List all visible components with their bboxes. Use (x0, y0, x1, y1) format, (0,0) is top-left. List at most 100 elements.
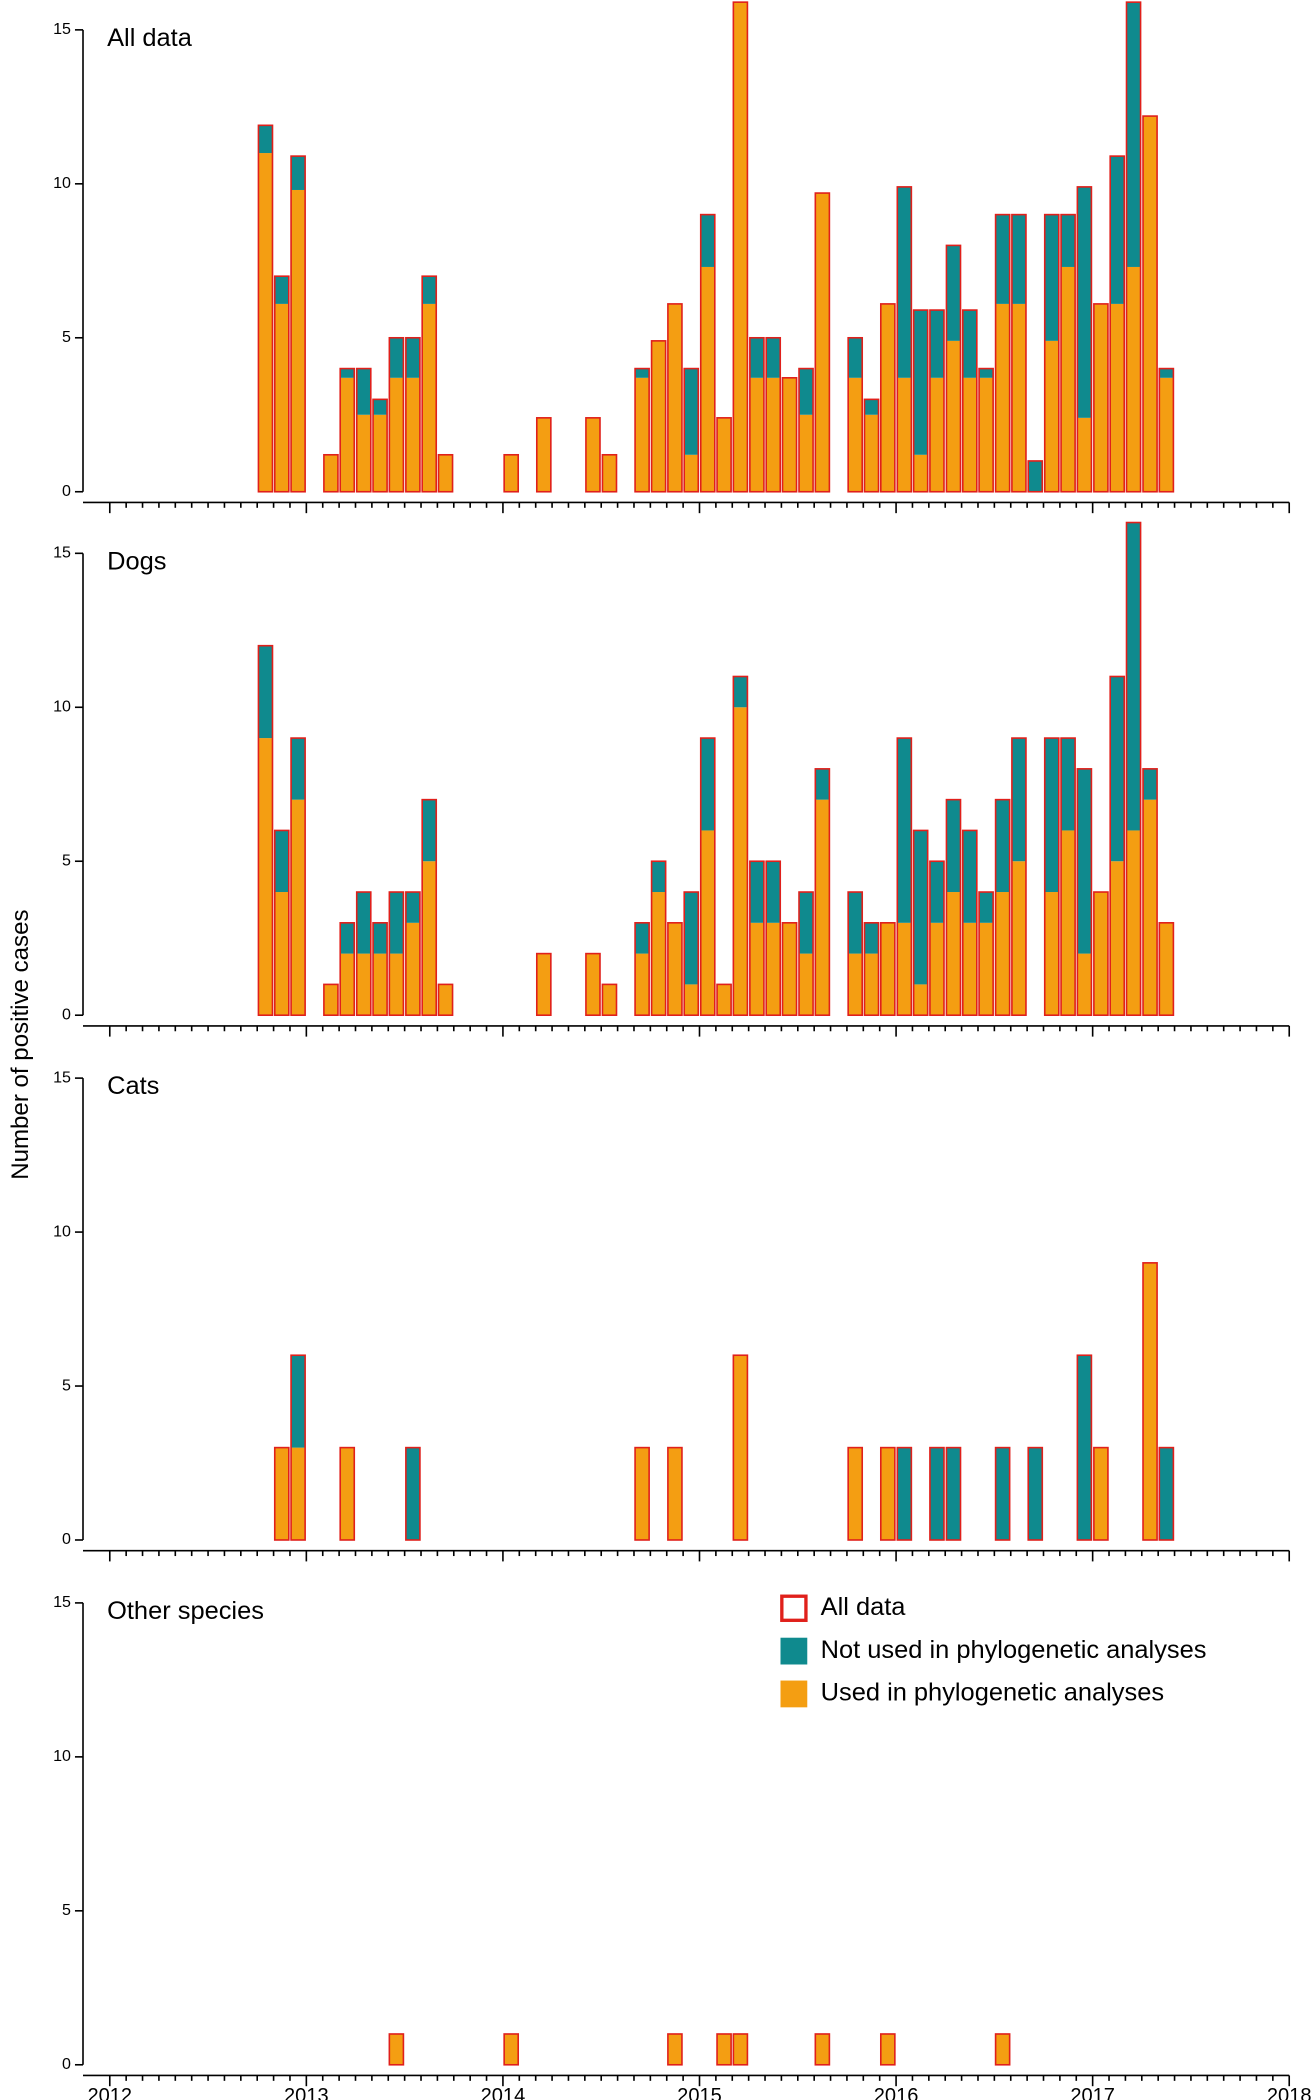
bar-segment (422, 799, 437, 862)
bar-outline (1011, 737, 1027, 1016)
bar-segment (848, 1447, 863, 1540)
bar-segment (373, 922, 388, 954)
bar-segment (913, 830, 928, 985)
bar-segment (291, 189, 306, 492)
bar-segment (1126, 522, 1141, 831)
bar-segment (389, 2033, 404, 2065)
bar-outline (814, 192, 831, 493)
bar-segment (995, 214, 1010, 304)
bar-segment (962, 310, 977, 378)
bar-segment (995, 892, 1010, 1016)
bar-segment (422, 303, 437, 492)
bar-segment (979, 922, 994, 1016)
bar-segment (405, 337, 420, 378)
bar-segment (717, 984, 732, 1016)
bar-outline (437, 453, 454, 493)
y-tick-label: 5 (62, 328, 71, 346)
bar-segment (1077, 768, 1092, 954)
bar-outline (634, 367, 650, 493)
bar-segment (815, 768, 830, 800)
bar-segment (995, 1447, 1010, 1540)
y-tick-label: 0 (62, 1005, 71, 1023)
bar-segment (749, 337, 764, 378)
bar-outline (765, 336, 782, 493)
bar-segment (684, 454, 699, 492)
x-tick-label: 2012 (87, 2085, 132, 2100)
bar-outline (601, 453, 618, 493)
bar-segment (602, 984, 617, 1016)
bar-segment (815, 2033, 830, 2065)
y-tick-label: 15 (53, 1593, 71, 1611)
bar-segment (585, 417, 600, 492)
bar-outline (912, 309, 929, 493)
y-tick-label: 0 (62, 482, 71, 500)
bar-outline (716, 2033, 732, 2066)
bar-segment (897, 738, 912, 923)
bar-outline (585, 417, 601, 493)
bar-segment (929, 922, 944, 1016)
bar-segment (1028, 460, 1043, 492)
bar-segment (356, 892, 371, 954)
bar-segment (749, 922, 764, 1016)
legend-swatch (780, 1680, 808, 1708)
bar-segment (766, 861, 781, 923)
bar-segment (864, 414, 879, 492)
bar-segment (291, 1447, 306, 1540)
bar-outline (781, 922, 798, 1016)
bar-segment (373, 414, 388, 492)
bar-segment (1077, 1355, 1092, 1540)
bar-outline (814, 768, 831, 1016)
legend-label: Used in phylogenetic analyses (821, 1679, 1164, 1707)
bar-outline (405, 891, 421, 1016)
bar-segment (504, 454, 519, 492)
bar-segment (1028, 1447, 1043, 1540)
bar-segment (733, 2033, 748, 2065)
y-tick-label: 10 (53, 1222, 71, 1240)
bar-segment (1011, 738, 1026, 862)
y-tick-label: 5 (62, 851, 71, 869)
bar-outline (945, 798, 962, 1016)
bar-outline (765, 860, 782, 1016)
x-tick-label: 2016 (874, 2085, 919, 2100)
bar-segment (733, 676, 748, 708)
bar-segment (356, 953, 371, 1016)
bar-segment (667, 303, 682, 492)
bar-segment (995, 303, 1010, 492)
bar-segment (1093, 303, 1108, 492)
bar-outline (1027, 460, 1044, 493)
bar-outline (1093, 303, 1109, 493)
x-tick-label: 2013 (284, 2085, 329, 2100)
bar-segment (848, 337, 863, 378)
bar-segment (700, 738, 715, 831)
bar-outline (699, 737, 716, 1016)
bar-segment (651, 861, 666, 893)
bar-outline (749, 336, 765, 493)
bar-segment (635, 922, 650, 954)
bar-outline (667, 303, 683, 493)
bar-segment (291, 738, 306, 800)
bar-segment (880, 303, 895, 492)
bar-segment (913, 454, 928, 492)
bar-outline (978, 367, 994, 493)
x-tick-label: 2015 (677, 2085, 722, 2100)
bar-segment (258, 738, 273, 1016)
y-tick-label: 0 (62, 1530, 71, 1548)
bar-segment (946, 245, 961, 341)
panel-title: All data (107, 24, 193, 52)
bar-segment (356, 414, 371, 492)
bar-segment (1093, 1447, 1108, 1540)
bar-outline (421, 798, 438, 1016)
bar-segment (340, 922, 355, 954)
bar-segment (635, 368, 650, 378)
bar-segment (1159, 1447, 1174, 1540)
bar-outline (257, 124, 274, 493)
bar-outline (929, 309, 945, 493)
bar-segment (848, 953, 863, 1016)
x-tick-label: 2014 (481, 2085, 526, 2100)
bar-segment (258, 125, 273, 154)
bar-outline (290, 737, 306, 1016)
bar-segment (1061, 738, 1076, 831)
bar-segment (946, 892, 961, 1016)
bar-segment (946, 799, 961, 893)
bar-segment (1159, 368, 1174, 378)
